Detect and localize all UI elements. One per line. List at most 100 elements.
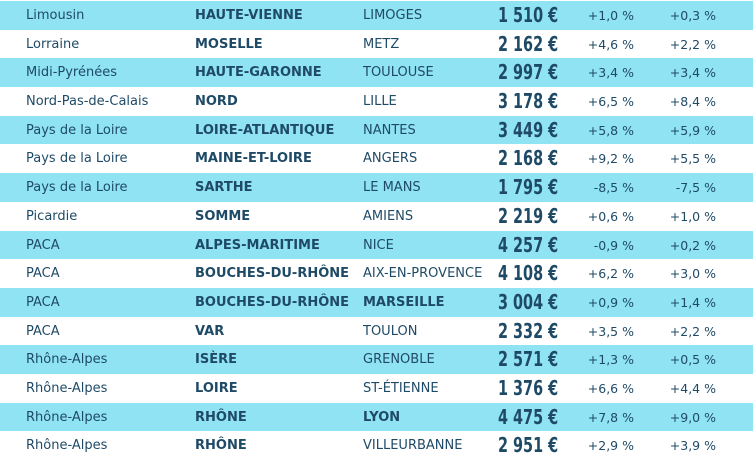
department-cell: MOSELLE — [195, 36, 263, 52]
price-cell: 2 162 € — [498, 31, 559, 56]
change-1-cell: +3,5 % — [587, 323, 634, 339]
change-1-cell: +2,9 % — [587, 438, 634, 454]
department-cell: LOIRE — [195, 380, 238, 396]
price-cell: 4 257 € — [498, 232, 559, 257]
table-row: Pays de la Loire LOIRE-ATLANTIQUE NANTES 3 … — [0, 115, 753, 145]
change-2-cell: +3,9 % — [669, 438, 716, 454]
table-row: PACA VAR TOULON 2 332 € +3,5 % +2,2 % — [0, 317, 753, 346]
region-cell: Rhône-Alpes — [26, 352, 108, 368]
region-cell: Limousin — [26, 8, 85, 23]
city-cell: NANTES — [363, 122, 416, 138]
price-cell: 1 510 € — [498, 3, 559, 27]
table-row: Pays de la Loire SARTHE LE MANS 1 795 € -8,5… — [0, 173, 753, 202]
price-cell: 2 332 € — [498, 318, 559, 343]
department-cell: HAUTE-VIENNE — [195, 8, 303, 23]
change-1-cell: +9,2 % — [587, 151, 634, 167]
city-cell: LYON — [363, 409, 401, 425]
change-1-cell: +6,5 % — [587, 94, 634, 110]
department-cell: RHÔNE — [195, 438, 247, 454]
region-cell: PACA — [26, 323, 60, 339]
region-cell: Picardie — [26, 208, 78, 224]
region-cell: Pays de la Loire — [26, 151, 128, 167]
change-1-cell: +7,8 % — [587, 409, 634, 425]
change-1-cell: +3,4 % — [587, 65, 634, 81]
change-2-cell: +2,2 % — [669, 323, 716, 339]
region-cell: Lorraine — [26, 36, 80, 52]
region-cell: PACA — [26, 294, 60, 310]
change-1-cell: +1,0 % — [587, 8, 634, 23]
table-row: Rhône-Alpes LOIRE ST-ÉTIENNE 1 376 € +6,6 % +… — [0, 374, 753, 403]
city-cell: TOULOUSE — [363, 65, 434, 81]
change-2-cell: +3,4 % — [669, 65, 716, 81]
change-2-cell: -7,5 % — [675, 180, 716, 196]
change-1-cell: -8,5 % — [593, 180, 634, 196]
table-row: Limousin HAUTE-VIENNE LIMOGES 1 510 € +1,0 %… — [0, 1, 753, 30]
region-cell: PACA — [26, 266, 60, 282]
city-cell: ANGERS — [363, 151, 418, 167]
price-cell: 1 795 € — [498, 175, 559, 200]
price-cell: 2 951 € — [498, 433, 559, 458]
department-cell: BOUCHES-DU-RHÔNE — [195, 266, 350, 282]
price-cell: 2 571 € — [498, 347, 559, 372]
region-cell: Rhône-Alpes — [26, 438, 108, 454]
change-1-cell: +0,6 % — [587, 208, 634, 224]
department-cell: BOUCHES-DU-RHÔNE — [195, 294, 350, 310]
department-cell: ISÈRE — [195, 352, 237, 368]
change-2-cell: +0,3 % — [669, 8, 716, 23]
region-cell: Rhône-Alpes — [26, 409, 108, 425]
city-cell: LILLE — [363, 94, 397, 110]
change-1-cell: +6,2 % — [587, 266, 634, 282]
department-cell: RHÔNE — [195, 409, 247, 425]
change-2-cell: +4,4 % — [669, 380, 716, 396]
table-row: Nord-Pas-de-Calais NORD LILLE 3 178 € +6,5 %… — [0, 87, 753, 116]
change-1-cell: +4,6 % — [587, 36, 634, 52]
department-cell: SARTHE — [195, 180, 253, 196]
city-cell: ST-ÉTIENNE — [363, 380, 439, 396]
region-cell: Nord-Pas-de-Calais — [26, 94, 149, 110]
table-row: Pays de la Loire MAINE-ET-LOIRE ANGERS 2 16… — [0, 144, 753, 173]
change-1-cell: +5,8 % — [587, 122, 634, 138]
price-cell: 4 108 € — [498, 261, 559, 286]
price-cell: 3 178 € — [498, 89, 559, 114]
city-cell: GRENOBLE — [363, 352, 435, 368]
city-cell: LIMOGES — [363, 8, 423, 23]
change-1-cell: -0,9 % — [593, 237, 634, 253]
table-row: Lorraine MOSELLE METZ 2 162 € +4,6 % +2,2 % — [0, 30, 753, 59]
change-2-cell: +8,4 % — [669, 94, 716, 110]
department-cell: HAUTE-GARONNE — [195, 65, 322, 81]
change-2-cell: +2,2 % — [669, 36, 716, 52]
change-2-cell: +5,5 % — [669, 151, 716, 167]
change-1-cell: +0,9 % — [587, 294, 634, 310]
table-row: Rhône-Alpes RHÔNE VILLEURBANNE 2 951 € +2,9 … — [0, 431, 753, 460]
region-cell: Pays de la Loire — [26, 180, 128, 196]
region-cell: PACA — [26, 237, 60, 253]
region-cell: Rhône-Alpes — [26, 380, 108, 396]
price-cell: 3 449 € — [498, 117, 559, 142]
price-cell: 3 004 € — [498, 289, 559, 314]
city-cell: AMIENS — [363, 208, 414, 224]
change-2-cell: +0,5 % — [669, 352, 716, 368]
price-cell: 2 219 € — [498, 203, 559, 228]
department-cell: ALPES-MARITIME — [195, 237, 320, 253]
change-1-cell: +1,3 % — [587, 352, 634, 368]
department-cell: MAINE-ET-LOIRE — [195, 151, 312, 167]
city-cell: TOULON — [363, 323, 418, 339]
change-2-cell: +0,2 % — [669, 237, 716, 253]
city-cell: NICE — [363, 237, 394, 253]
region-cell: Pays de la Loire — [26, 122, 128, 138]
price-cell: 1 376 € — [498, 375, 559, 400]
department-cell: NORD — [195, 94, 238, 110]
table-row: PACA BOUCHES-DU-RHÔNE AIX-EN-PROVENCE 4 108… — [0, 259, 753, 288]
change-2-cell: +5,9 % — [669, 122, 716, 138]
city-cell: AIX-EN-PROVENCE — [363, 266, 483, 282]
department-cell: LOIRE-ATLANTIQUE — [195, 122, 335, 138]
city-cell: VILLEURBANNE — [363, 438, 463, 454]
table-row: PACA BOUCHES-DU-RHÔNE MARSEILLE 3 004 € +0,9… — [0, 287, 753, 317]
price-cell: 4 475 € — [498, 404, 559, 429]
change-1-cell: +6,6 % — [587, 380, 634, 396]
table-row: PACA ALPES-MARITIME NICE 4 257 € -0,9 % +0,2 … — [0, 230, 753, 260]
city-cell: METZ — [363, 36, 400, 52]
department-cell: VAR — [195, 323, 225, 339]
table-row: Rhône-Alpes ISÈRE GRENOBLE 2 571 € +1,3 % +0,… — [0, 345, 753, 374]
department-cell: SOMME — [195, 208, 251, 224]
